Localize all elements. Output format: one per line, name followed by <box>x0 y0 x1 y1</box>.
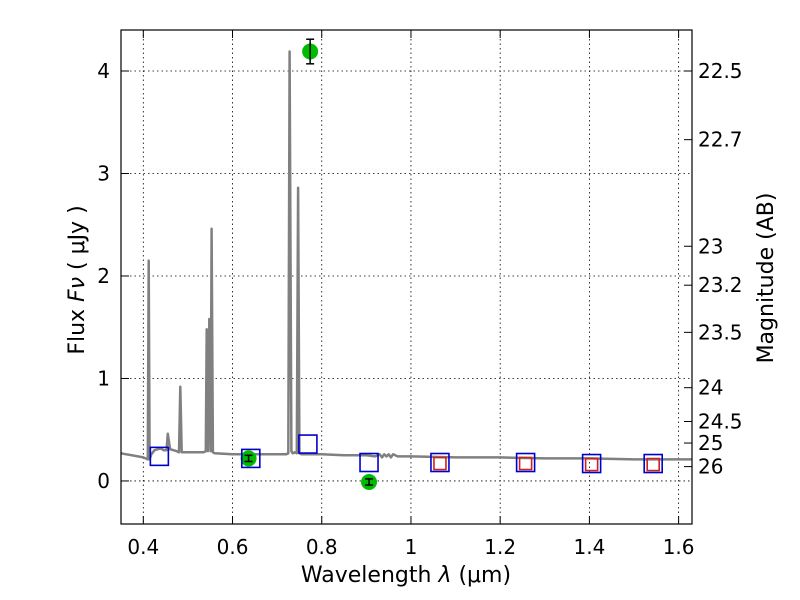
square-marker <box>433 456 447 471</box>
y2-tick-label: 22.7 <box>698 128 743 152</box>
y2-tick-label: 23.5 <box>698 320 743 344</box>
y-tick-label: 1 <box>97 366 110 390</box>
plot-frame <box>120 29 693 525</box>
x-axis-label: Wavelength λ (μm) <box>301 563 511 588</box>
x-tick-label: 0.6 <box>217 535 249 559</box>
square-marker <box>646 457 660 472</box>
square-marker <box>149 446 170 467</box>
y2-tick-label: 24.5 <box>698 410 743 434</box>
y2-tick-label: 24 <box>698 376 723 400</box>
model-spectrum-group <box>120 50 692 461</box>
y2-tick-label: 22.5 <box>698 59 743 83</box>
y2-tick-label: 23 <box>698 234 723 258</box>
square-marker <box>515 452 536 473</box>
x-tick-label: 1.2 <box>484 535 516 559</box>
square-marker <box>643 453 663 474</box>
y2-axis-label: Magnitude (AB) <box>754 193 779 364</box>
model-spectrum-line <box>120 50 692 461</box>
y-axis-label: Flux Fν ( μJy ) <box>65 205 90 354</box>
square-marker <box>581 453 602 474</box>
x-tick-label: 0.8 <box>306 535 338 559</box>
y2-tick-label: 23.2 <box>698 273 743 297</box>
square-marker <box>518 456 533 471</box>
x-tick-label: 1.6 <box>663 535 695 559</box>
square-marker <box>359 452 379 473</box>
axis-ticks <box>121 30 692 524</box>
x-tick-label: 1 <box>405 535 418 559</box>
square-marker <box>241 448 261 469</box>
y-tick-label: 3 <box>97 161 110 185</box>
square-marker <box>430 452 450 473</box>
grid-lines <box>121 30 692 524</box>
y-tick-label: 0 <box>97 469 110 493</box>
tick-labels: 0.40.60.811.21.41.60123422.322.522.72323… <box>97 59 743 559</box>
y2-tick-label: 26 <box>698 455 723 479</box>
square-marker <box>298 434 318 454</box>
x-tick-label: 1.4 <box>573 535 605 559</box>
y-tick-label: 2 <box>97 264 110 288</box>
photometry-markers <box>149 38 663 490</box>
y2-tick-label: 25 <box>698 431 723 455</box>
y-tick-label: 4 <box>97 59 110 83</box>
x-tick-label: 0.4 <box>127 535 159 559</box>
square-marker <box>584 457 599 472</box>
